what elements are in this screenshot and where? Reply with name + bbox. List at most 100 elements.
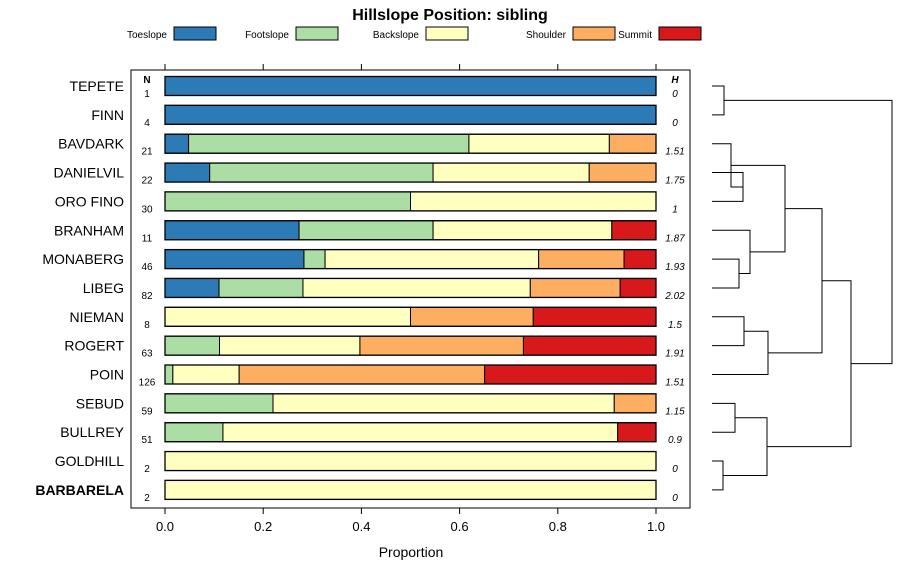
row-h: 1.93 <box>665 262 685 273</box>
bar-segment-summit <box>619 277 657 298</box>
bar-segment-shoulder <box>613 393 657 414</box>
plot-frame <box>130 69 691 509</box>
bar-outline <box>164 393 657 414</box>
row-h: 0 <box>672 118 678 129</box>
x-tick-label: 0.4 <box>352 519 370 534</box>
row-label: POIN <box>90 367 124 383</box>
row-label: ROGERT <box>64 338 124 354</box>
row-n: 63 <box>141 349 153 360</box>
row-label: BARBARELA <box>35 482 124 498</box>
bar-segment-toeslope <box>164 277 220 298</box>
x-tick-label: 0.8 <box>549 519 567 534</box>
x-tick-label: 0.2 <box>254 519 272 534</box>
row-n: 2 <box>144 493 150 504</box>
legend-label: Toeslope <box>127 30 167 41</box>
row-label: TEPETE <box>70 78 124 94</box>
bar-outline <box>164 75 657 97</box>
bar-segment-summit <box>522 335 657 356</box>
bar-segment-backslope <box>302 277 531 298</box>
chart-title: Hillslope Position: sibling <box>352 7 548 24</box>
bar-segment-toeslope <box>164 76 657 96</box>
dendrogram-branch <box>731 164 786 253</box>
legend-label: Backslope <box>373 30 420 41</box>
dendrogram-branch <box>712 258 740 289</box>
row-n: 51 <box>141 435 153 446</box>
bar-segment-shoulder <box>410 306 534 327</box>
bar-segment-footslope <box>218 277 304 298</box>
bar-segment-summit <box>623 249 657 270</box>
bar-outline <box>164 364 657 385</box>
bar-outline <box>164 191 657 212</box>
row-n: 11 <box>142 233 153 244</box>
row-h: 0.9 <box>668 435 682 446</box>
bar-segment-footslope <box>209 162 434 183</box>
row-h: 2.02 <box>664 291 685 302</box>
bar-segment-summit <box>532 306 657 327</box>
row-h: 1.5 <box>668 320 682 331</box>
bar-segment-footslope <box>164 422 224 443</box>
row-label: BAVDARK <box>58 136 125 152</box>
bar-segment-shoulder <box>359 335 524 356</box>
dendrogram-branch <box>712 330 769 375</box>
row-h: 1.15 <box>665 406 685 417</box>
bar-segment-footslope <box>303 249 326 270</box>
bar-segment-backslope <box>432 220 613 241</box>
legend-swatch <box>173 26 217 41</box>
bar-segment-toeslope <box>164 133 190 154</box>
bar-segment-backslope <box>410 191 657 212</box>
bar-outline <box>164 104 657 125</box>
row-n: 59 <box>141 406 153 417</box>
bar-segment-toeslope <box>164 162 211 183</box>
x-axis-label: Proportion <box>379 544 444 560</box>
bar-outline <box>164 277 657 299</box>
bar-segment-toeslope <box>164 220 300 241</box>
legend-label: Shoulder <box>526 30 567 41</box>
bar-segment-footslope <box>164 364 174 385</box>
bar-segment-shoulder <box>608 133 657 154</box>
row-h: 1.75 <box>665 176 685 187</box>
bar-outline <box>164 133 657 154</box>
bar-segment-summit <box>611 220 657 241</box>
row-n: 82 <box>141 291 153 302</box>
bar-segment-footslope <box>164 335 221 356</box>
legend-label: Summit <box>618 30 652 41</box>
x-axis: 0.0 0.2 0.4 0.6 0.8 1.0 <box>156 508 665 534</box>
legend-swatch <box>658 26 702 41</box>
row-label: BRANHAM <box>54 222 124 238</box>
bar-segment-backslope <box>468 133 610 154</box>
dendrogram-branch <box>712 460 724 491</box>
legend-swatch <box>425 26 469 41</box>
row-n: 22 <box>141 176 153 187</box>
row-label: DANIELVIL <box>53 165 124 181</box>
bar-outline <box>164 220 657 241</box>
bar-segment-shoulder <box>238 364 486 385</box>
row-label: SEBUD <box>76 395 124 411</box>
row-h: 1.51 <box>665 147 684 158</box>
bar-segment-backslope <box>324 249 540 270</box>
bar-segment-shoulder <box>588 162 657 183</box>
row-label: GOLDHILL <box>55 453 124 469</box>
bar-segment-footslope <box>298 220 434 241</box>
row-label: ORO FINO <box>55 193 124 209</box>
row-label: BULLREY <box>60 424 124 440</box>
row-label: NIEMAN <box>70 309 124 325</box>
row-n: 4 <box>144 118 150 129</box>
bars <box>164 75 657 501</box>
bar-segment-toeslope <box>164 104 657 125</box>
bar-segment-shoulder <box>529 277 621 298</box>
row-h: 1 <box>672 204 678 215</box>
bar-segment-backslope <box>222 422 619 443</box>
bar-outline <box>164 422 657 443</box>
bar-segment-backslope <box>272 393 615 414</box>
bar-outline <box>164 450 657 472</box>
row-h: 0 <box>672 464 678 475</box>
dendrogram-branch <box>712 229 751 275</box>
bar-segment-backslope <box>164 451 657 472</box>
row-label: FINN <box>91 107 124 123</box>
bar-segment-shoulder <box>538 249 625 270</box>
bar-segment-backslope <box>164 479 657 500</box>
n-header: N <box>143 75 150 86</box>
dendrogram-branch <box>768 208 823 354</box>
row-n: 46 <box>141 262 153 273</box>
